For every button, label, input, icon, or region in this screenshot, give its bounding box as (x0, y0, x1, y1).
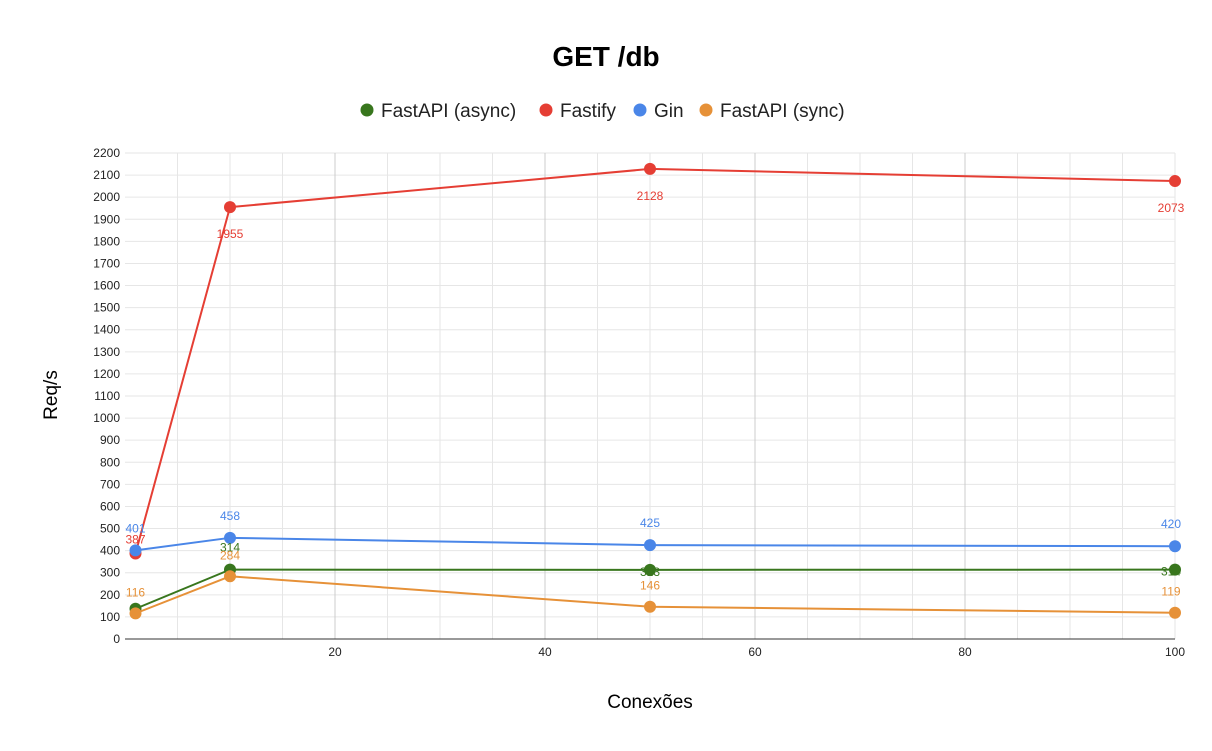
series-fastapi-sync (129, 570, 1181, 620)
x-axis-ticks: 20 40 60 80 100 (328, 645, 1185, 659)
x-axis-title: Conexões (607, 692, 693, 713)
y-tick-label: 300 (100, 566, 120, 580)
series-line-gin (135, 536, 1176, 552)
y-axis-title: Req/s (41, 370, 62, 420)
legend-item-fastapi-async: FastAPI (async) (360, 101, 516, 122)
y-tick-label: 1500 (93, 301, 120, 315)
y-tick-label: 600 (100, 499, 120, 513)
data-label-fastify: 387 (125, 533, 145, 547)
legend-label-fastapi-async: FastAPI (async) (381, 101, 516, 122)
y-tick-label: 700 (100, 477, 120, 491)
data-label-fastapi-sync: 116 (126, 585, 145, 599)
y-tick-label: 100 (100, 610, 120, 624)
data-label-fastify: 2128 (637, 189, 664, 203)
legend-item-fastapi-sync: FastAPI (sync) (699, 101, 845, 122)
y-tick-label: 2200 (93, 146, 120, 160)
series-line-fastapi-async (135, 568, 1176, 610)
y-tick-label: 400 (100, 544, 120, 558)
data-label-gin: 458 (220, 509, 240, 523)
data-point-fastify (224, 201, 236, 214)
data-label-fastify: 1955 (217, 227, 244, 241)
data-point-fastapi-async (1169, 563, 1181, 576)
y-tick-label: 1000 (93, 411, 120, 425)
x-tick-label: 100 (1165, 645, 1185, 659)
x-tick-label: 40 (538, 645, 552, 659)
y-tick-label: 1200 (93, 367, 120, 381)
y-tick-label: 1900 (93, 212, 120, 226)
data-label-fastapi-sync: 146 (640, 579, 660, 593)
legend-item-gin: Gin (633, 101, 684, 122)
legend: FastAPI (async) Fastify Gin FastAPI (syn… (360, 101, 845, 122)
y-tick-label: 1100 (94, 389, 120, 403)
data-label-fastapi-async: 314 (220, 541, 240, 555)
legend-label-fastify: Fastify (560, 101, 616, 122)
data-label-fastapi-sync: 284 (220, 548, 240, 562)
y-tick-label: 1800 (93, 234, 120, 248)
data-point-fastify (1169, 175, 1181, 188)
data-point-fastify (644, 162, 656, 175)
legend-marker-fastapi-async (360, 103, 374, 117)
gridlines (125, 152, 1176, 639)
legend-marker-fastapi-sync (699, 103, 713, 117)
y-axis-ticks: 0 100 200 300 400 500 600 700 800 900 1000 1100 1200… (93, 146, 120, 646)
series-line-fastify (134, 167, 1176, 554)
x-tick-label: 20 (328, 645, 342, 659)
y-tick-label: 800 (100, 455, 120, 469)
data-point-gin (644, 539, 656, 552)
y-tick-label: 1400 (93, 323, 120, 337)
legend-marker-gin (633, 103, 647, 117)
data-point-fastapi-sync (224, 570, 236, 583)
legend-label-fastapi-sync: FastAPI (sync) (720, 101, 845, 122)
y-tick-label: 200 (100, 588, 120, 602)
x-tick-label: 60 (748, 645, 762, 659)
data-label-gin: 425 (640, 516, 660, 530)
y-tick-label: 1300 (93, 345, 120, 359)
y-tick-label: 2100 (93, 168, 120, 182)
series-group (129, 162, 1181, 620)
data-label-fastapi-sync: 119 (1161, 585, 1180, 599)
legend-marker-fastify (539, 103, 553, 117)
series-fastify (129, 162, 1181, 560)
y-tick-label: 2000 (93, 190, 120, 204)
data-label-gin: 401 (125, 521, 145, 535)
data-point-fastapi-sync (129, 607, 142, 620)
data-point-fastapi-async (644, 563, 656, 576)
data-label-gin: 420 (1161, 517, 1181, 531)
data-point-gin (224, 531, 236, 544)
data-point-gin (129, 544, 142, 557)
y-tick-label: 900 (100, 433, 120, 447)
y-tick-label: 500 (100, 522, 120, 536)
y-tick-label: 1600 (93, 279, 120, 293)
x-tick-label: 80 (958, 645, 972, 659)
data-point-fastapi-sync (1169, 606, 1181, 619)
data-label-fastapi-async: 314 (1161, 565, 1181, 579)
data-label-fastify: 2073 (1158, 201, 1185, 215)
data-label-fastapi-async: 313 (640, 565, 660, 579)
series-line-fastapi-sync (135, 575, 1176, 615)
data-point-gin (1169, 540, 1181, 553)
y-tick-label: 0 (113, 632, 120, 646)
data-point-fastapi-sync (644, 600, 656, 613)
series-gin (129, 531, 1181, 557)
chart-title: GET /db (552, 41, 659, 72)
legend-label-gin: Gin (654, 101, 684, 122)
legend-item-fastify: Fastify (539, 101, 616, 122)
y-tick-label: 1700 (93, 256, 120, 270)
data-labels: 314 313 314 387 1955 2128 2073 401 458 425 420 116 2… (125, 189, 1184, 599)
